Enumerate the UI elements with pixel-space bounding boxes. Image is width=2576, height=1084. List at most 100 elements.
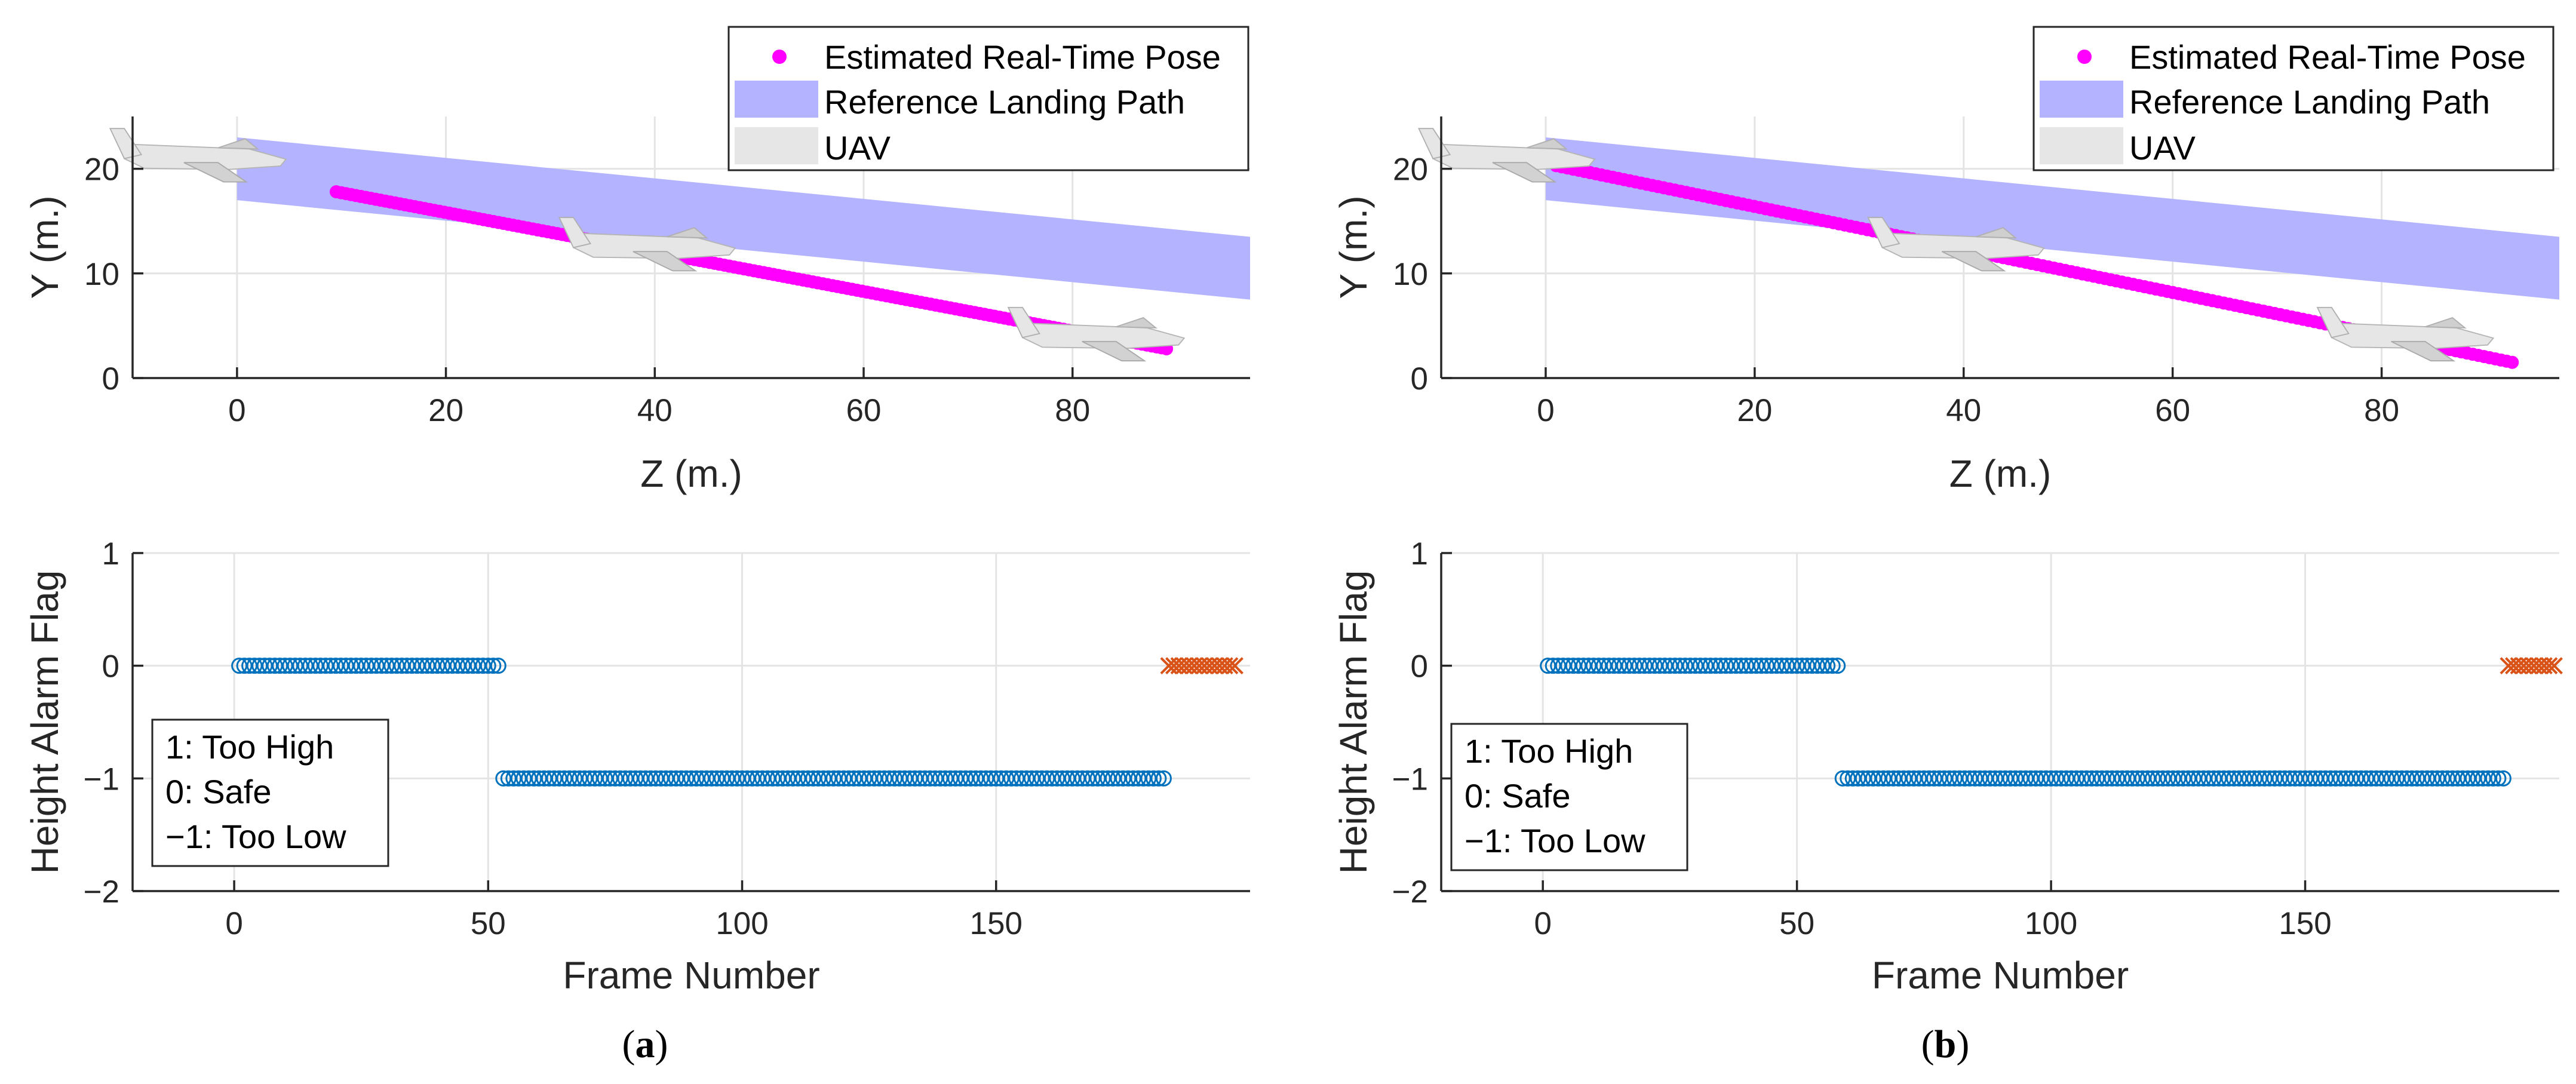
panel-a-bottom-flag-point	[1114, 770, 1131, 787]
uav-wing	[2391, 340, 2456, 362]
panel-a-top-uav-model	[558, 217, 736, 272]
panel-b-bottom-flag-point	[2028, 770, 2044, 787]
panel-a-bottom-flag-point	[1054, 770, 1070, 787]
panel-b-bottom-flag-point	[1601, 658, 1617, 674]
panel-a-bottom-flag-point	[744, 770, 761, 787]
panel-b-top-ylabel: Y (m.)	[1332, 195, 1375, 299]
legend-pose-label: Estimated Real-Time Pose	[2129, 38, 2526, 76]
uav-tail	[1007, 306, 1040, 339]
panel-b-bottom-flag-series-1	[1834, 770, 2511, 787]
panel-a-bottom-flag-point	[724, 770, 741, 787]
panel-a-bottom-flag-point	[739, 770, 756, 787]
panel-a-bottom-flag-point	[434, 658, 451, 674]
panel-b-bottom-flag-point	[1809, 658, 1826, 674]
panel-a-bottom-flag-point	[1028, 770, 1045, 787]
panel-a-bottom-flag-point	[658, 770, 674, 787]
panel-b-top-uav-model	[2316, 306, 2495, 362]
panel-b-bottom-flag-point	[2043, 770, 2059, 787]
panel-b-top-pose-point	[2506, 355, 2519, 369]
panel-a-top-xtick-label: 60	[846, 393, 882, 428]
panel-b-top-reference-band	[1545, 137, 2559, 300]
panel-b-bottom-flag-point	[1844, 770, 1861, 787]
panel-b-bottom-flag-point	[1738, 658, 1755, 674]
panel-b-bottom-flag-point	[2338, 770, 2354, 787]
panel-a-bottom-flag-point	[901, 770, 918, 787]
panel-b-bottom-flag-point	[1768, 658, 1785, 674]
panel-b-bottom-flag-point	[2032, 770, 2049, 787]
uav-fuselage	[1432, 143, 1596, 170]
panel-b-bottom-flag-point	[2048, 770, 2065, 787]
panel-b-bottom-flag-point	[2236, 770, 2252, 787]
panel-a-bottom-flag-point	[312, 658, 329, 674]
panel-b-bottom-flag-point	[2256, 770, 2273, 787]
panel-b-bottom-flag-point	[2210, 770, 2227, 787]
panel-b-bottom-flag-point	[1829, 658, 1846, 674]
panel-a-bottom-flag-point	[520, 770, 537, 787]
panel-b-bottom: 0 50 100 150 −2 −1 0 1 Frame Number Height Alarm …	[1332, 536, 2563, 1066]
panel-b-bottom-flag-point	[2292, 770, 2308, 787]
panel-b-bottom-flag-point	[1626, 658, 1642, 674]
panel-a-bottom-flag-point	[292, 658, 309, 674]
panel-b-bottom-flag-point	[1834, 770, 1851, 787]
panel-a-bottom-flag-point	[1039, 770, 1055, 787]
panel-b-bottom-flag-point	[1555, 658, 1571, 674]
panel-a-bottom-flag-point	[1049, 770, 1066, 787]
panel-a-bottom-flag-point	[266, 658, 283, 674]
panel-a-bottom-flag-point	[469, 658, 486, 674]
panel-a-top: 0 20 40 60 80 0 10 20 Z (m.) Y (m.) Estimated Real…	[23, 26, 1250, 495]
panel-a-bottom-flag-point	[277, 658, 293, 674]
panel-b-bottom-xlabel: Frame Number	[1872, 954, 2129, 997]
panel-b-bottom-flag-point	[2322, 770, 2339, 787]
panel-b-bottom-flag-point	[2328, 770, 2344, 787]
panel-b-bottom-flag-point	[2368, 770, 2385, 787]
panel-b-bottom-flag-point	[2388, 770, 2405, 787]
panel-a-bottom-flag-point	[373, 658, 390, 674]
panel-b-bottom-xtick-label: 150	[2279, 906, 2331, 941]
panel-b-bottom-flag-point	[1794, 658, 1810, 674]
panel-b-bottom-flag-point	[1712, 658, 1729, 674]
panel-b-bottom-flag-point	[1860, 770, 1877, 787]
panel-b-bottom-flag-point	[1783, 658, 1800, 674]
panel-a-bottom-flag-point	[810, 770, 827, 787]
panel-a-bottom-flag-point	[846, 770, 862, 787]
panel-b-bottom-flag-point	[2119, 770, 2136, 787]
panel-b-bottom-flag-point	[2109, 770, 2126, 787]
panel-b-bottom-flag-point	[2302, 770, 2319, 787]
flag-legend-box	[151, 718, 389, 867]
panel-a-bottom-flag-point	[759, 770, 776, 787]
panel-a-bottom-flag-point	[601, 770, 618, 787]
panel-a-bottom-flag-point	[1120, 770, 1137, 787]
panel-b-bottom-flag-point	[2358, 770, 2375, 787]
panel-a-bottom-flag-point	[1008, 770, 1025, 787]
panel-a-bottom-flag-point	[988, 770, 1005, 787]
panel-b-bottom-flag-point	[2419, 770, 2436, 787]
panel-b-bottom-flag-point	[1758, 658, 1775, 674]
panel-a-bottom-flag-point	[637, 770, 654, 787]
panel-b-bottom-flag-point	[2104, 770, 2120, 787]
panel-b-bottom-flag-point	[2266, 770, 2283, 787]
panel-b-bottom-flag-point	[2474, 770, 2491, 787]
panel-b-bottom-flag-point	[2444, 770, 2461, 787]
panel-a-bottom-flag-point	[1023, 770, 1040, 787]
panel-b-bottom-xtick-label: 0	[1534, 906, 1551, 941]
panel-b-bottom-flag-point	[1697, 658, 1714, 674]
panel-a-bottom-flag-point	[871, 770, 888, 787]
panel-a-bottom-flag-point	[734, 770, 751, 787]
panel-b-bottom-flag-point	[2271, 770, 2288, 787]
panel-a-bottom-flag-point	[536, 770, 552, 787]
panel-a-bottom-flag-point	[775, 770, 791, 787]
panel-b-bottom-flag-point	[1733, 658, 1749, 674]
panel-b-top-xtick-label: 80	[2364, 393, 2399, 428]
panel-a-bottom-flag-point	[622, 770, 638, 787]
panel-b-bottom-flag-point	[1687, 658, 1703, 674]
panel-a-bottom-flag-point	[444, 658, 461, 674]
panel-b-bottom-flag-point	[1880, 770, 1897, 787]
panel-b-bottom-flag-point	[2378, 770, 2395, 787]
panel-b-bottom-flag-point	[2134, 770, 2151, 787]
panel-a-bottom-flag-point	[597, 770, 613, 787]
panel-a-bottom-flag-point	[815, 770, 832, 787]
panel-a-bottom-flag-point	[1059, 770, 1076, 787]
uav-tail	[1867, 217, 1900, 248]
panel-b-bottom-flag-point	[1763, 658, 1780, 674]
panel-b-bottom-flag-point	[2490, 770, 2507, 787]
